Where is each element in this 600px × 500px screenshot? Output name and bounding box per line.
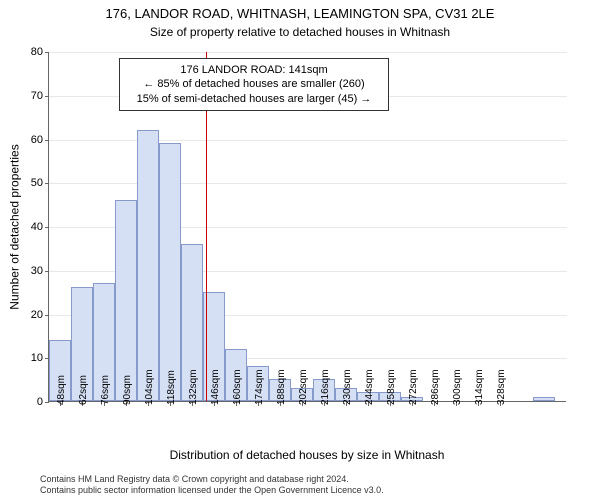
ytick-label: 0: [37, 396, 43, 408]
xtick-label: 216sqm: [320, 369, 331, 405]
ytick-mark: [45, 227, 49, 228]
xtick-label: 328sqm: [496, 369, 507, 405]
xtick-label: 160sqm: [232, 369, 243, 405]
xtick-label: 90sqm: [122, 375, 133, 405]
histogram-bar: [533, 397, 555, 401]
ytick-mark: [45, 140, 49, 141]
ytick-label: 30: [31, 265, 43, 277]
gridline: [49, 183, 567, 184]
xtick-label: 272sqm: [408, 369, 419, 405]
footer-line-2: Contains public sector information licen…: [40, 485, 600, 496]
xtick-label: 258sqm: [386, 369, 397, 405]
gridline: [49, 140, 567, 141]
xtick-label: 286sqm: [430, 369, 441, 405]
annotation-line: 176 LANDOR ROAD: 141sqm: [128, 63, 380, 77]
ytick-label: 40: [31, 221, 43, 233]
xtick-label: 230sqm: [342, 369, 353, 405]
ytick-label: 10: [31, 352, 43, 364]
x-axis-label: Distribution of detached houses by size …: [48, 448, 566, 462]
ytick-mark: [45, 96, 49, 97]
chart-title: 176, LANDOR ROAD, WHITNASH, LEAMINGTON S…: [0, 0, 600, 23]
ytick-mark: [45, 52, 49, 53]
ytick-mark: [45, 271, 49, 272]
ytick-label: 70: [31, 90, 43, 102]
xtick-label: 188sqm: [276, 369, 287, 405]
xtick-label: 118sqm: [166, 370, 177, 405]
xtick-label: 48sqm: [56, 375, 67, 405]
xtick-label: 300sqm: [452, 369, 463, 405]
ytick-label: 60: [31, 134, 43, 146]
ytick-label: 20: [31, 309, 43, 321]
histogram-bar: [137, 130, 159, 401]
ytick-mark: [45, 402, 49, 403]
ytick-mark: [45, 183, 49, 184]
gridline: [49, 52, 567, 53]
y-axis-label: Number of detached properties: [8, 52, 22, 402]
chart-container: 176, LANDOR ROAD, WHITNASH, LEAMINGTON S…: [0, 0, 600, 500]
annotation-box: 176 LANDOR ROAD: 141sqm← 85% of detached…: [119, 58, 389, 111]
chart-area: 0102030405060708048sqm62sqm76sqm90sqm104…: [48, 52, 566, 402]
plot-area: 0102030405060708048sqm62sqm76sqm90sqm104…: [48, 52, 566, 402]
chart-subtitle: Size of property relative to detached ho…: [0, 23, 600, 39]
ytick-label: 80: [31, 46, 43, 58]
xtick-label: 76sqm: [100, 375, 111, 405]
xtick-label: 314sqm: [474, 369, 485, 405]
xtick-label: 62sqm: [78, 375, 89, 405]
ytick-mark: [45, 315, 49, 316]
footer: Contains HM Land Registry data © Crown c…: [0, 474, 600, 496]
histogram-bar: [115, 200, 137, 401]
xtick-label: 104sqm: [144, 369, 155, 405]
xtick-label: 174sqm: [254, 369, 265, 405]
annotation-line: 15% of semi-detached houses are larger (…: [128, 92, 380, 106]
xtick-label: 132sqm: [188, 369, 199, 405]
xtick-label: 244sqm: [364, 369, 375, 405]
ytick-label: 50: [31, 177, 43, 189]
xtick-label: 202sqm: [298, 369, 309, 405]
histogram-bar: [159, 143, 181, 401]
footer-line-1: Contains HM Land Registry data © Crown c…: [40, 474, 600, 485]
annotation-line: ← 85% of detached houses are smaller (26…: [128, 77, 380, 91]
xtick-label: 146sqm: [210, 369, 221, 405]
